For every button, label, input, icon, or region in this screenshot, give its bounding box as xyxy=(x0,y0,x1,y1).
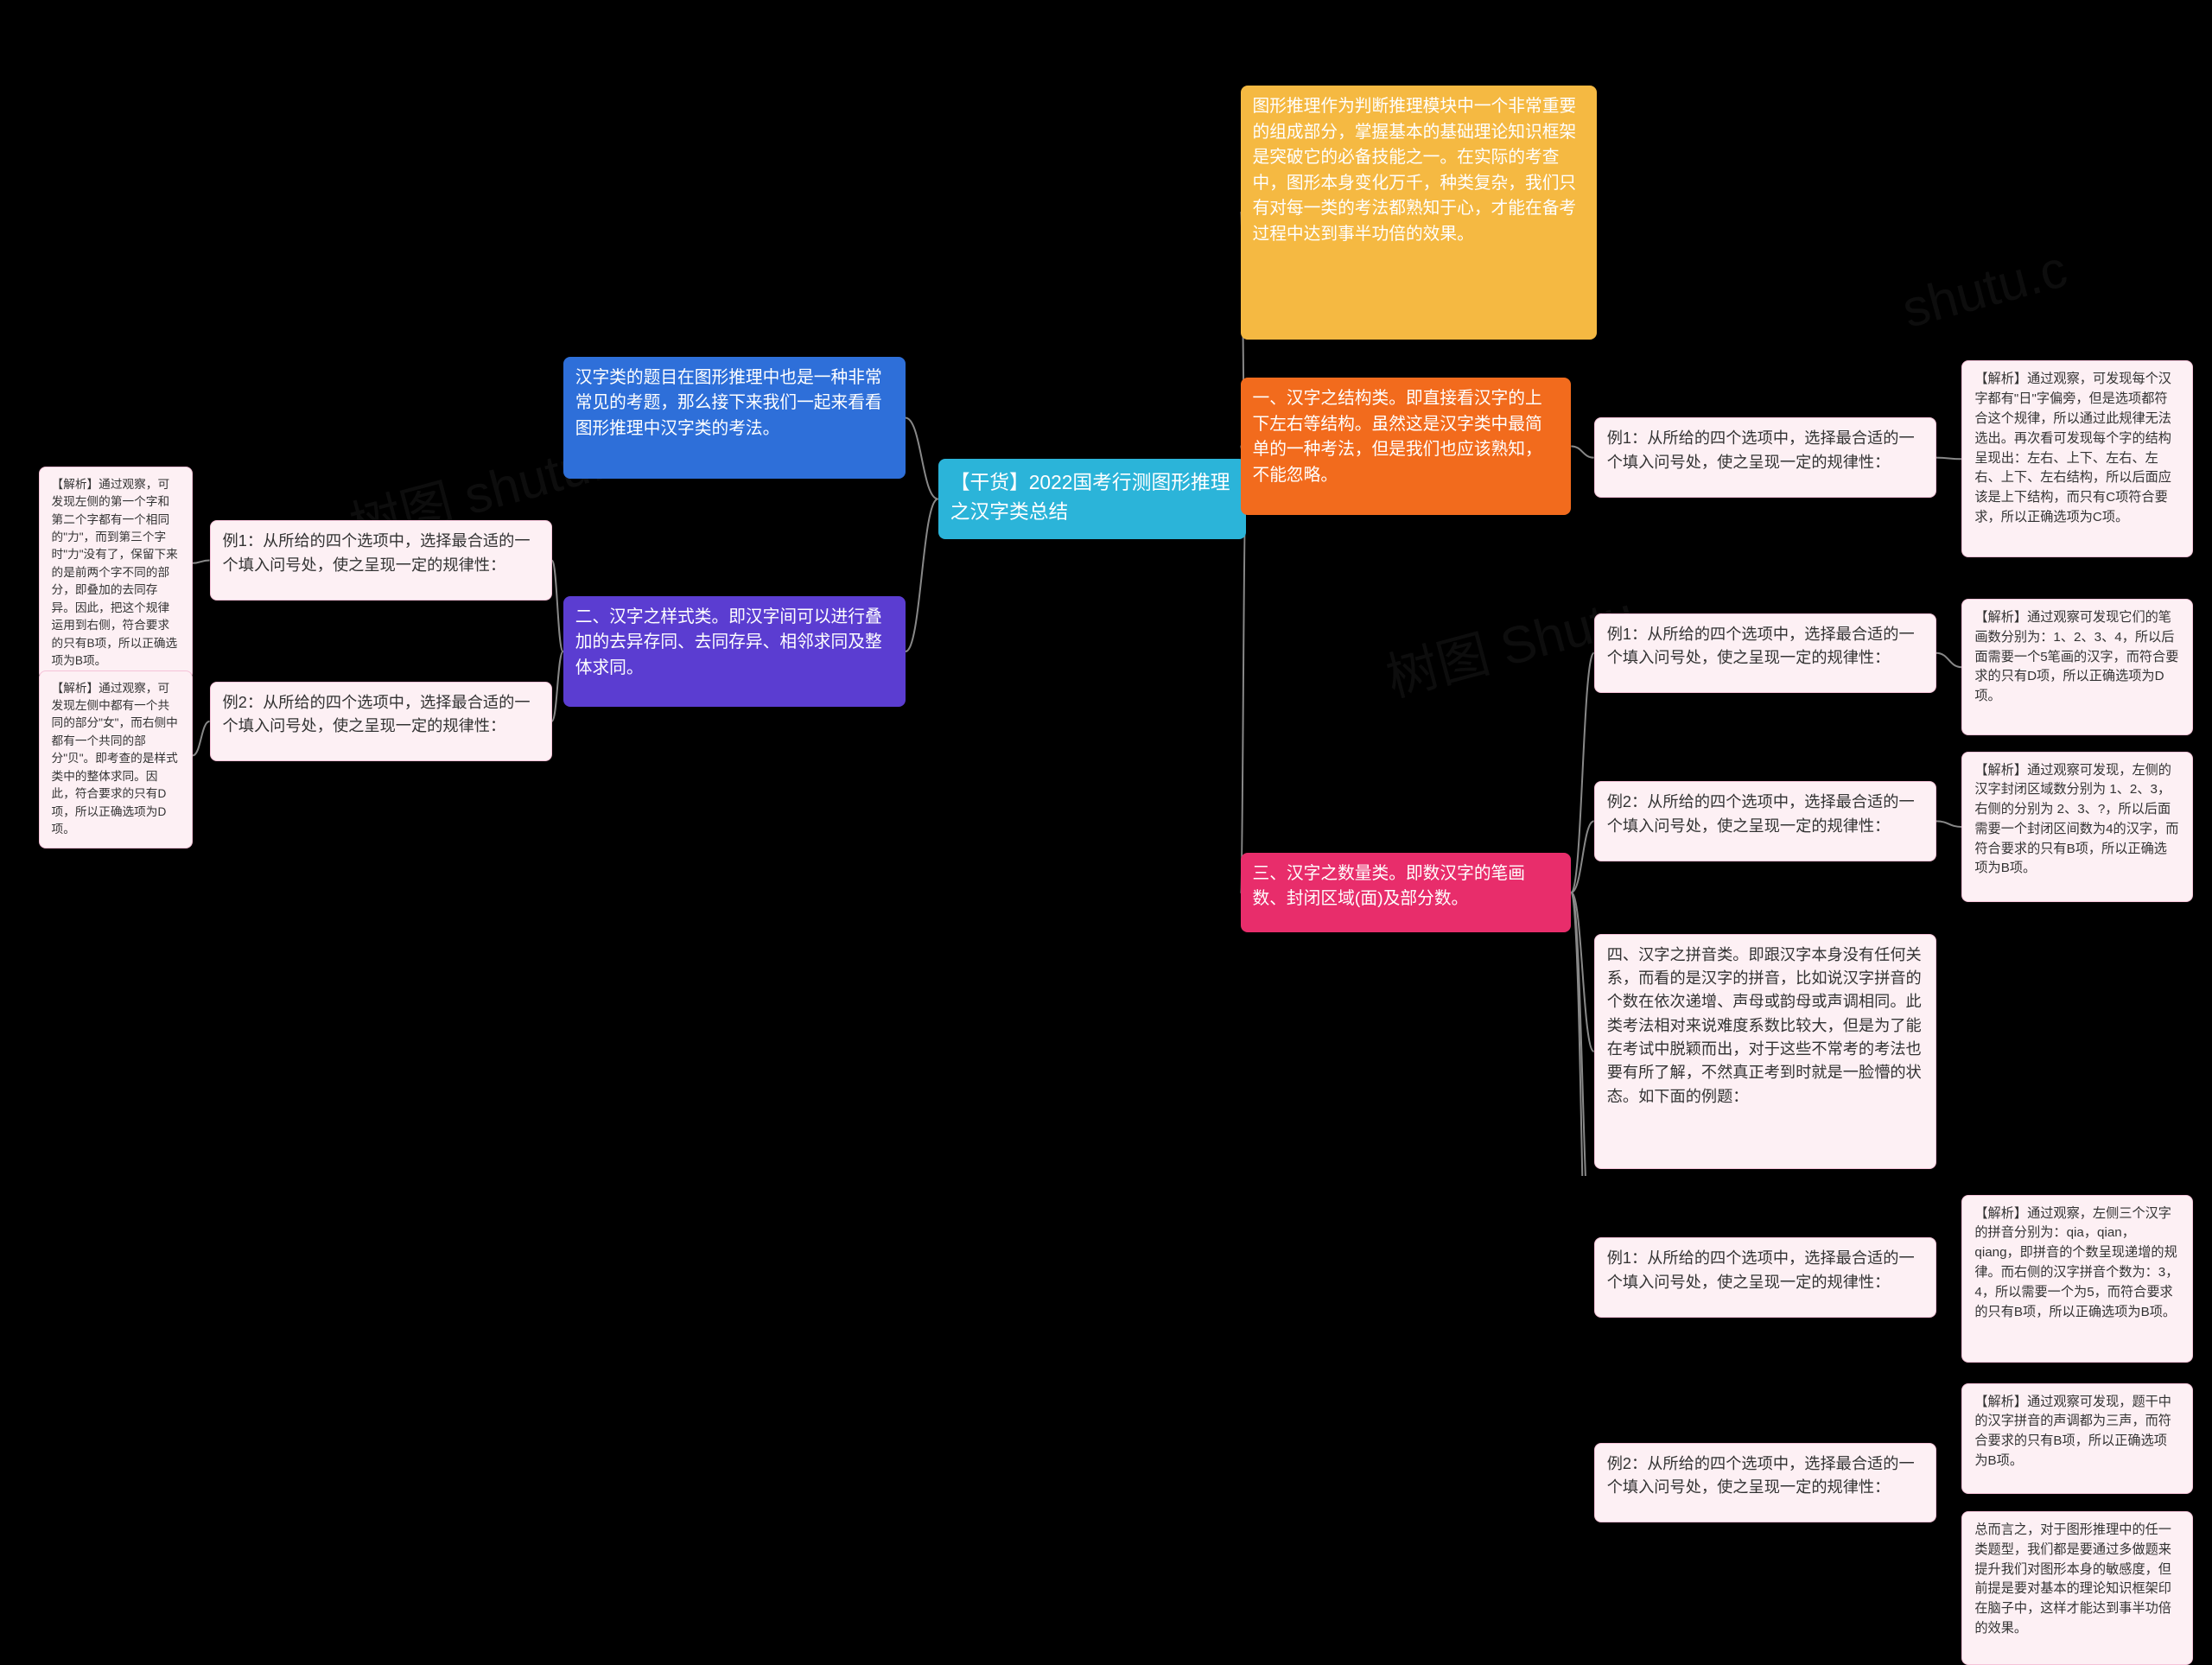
edge-cat3_ex2-cat3_ex2_ans xyxy=(1936,821,1962,827)
node-cat3_ex2: 例2：从所给的四个选项中，选择最合适的一个填入问号处，使之呈现一定的规律性： xyxy=(1594,781,1936,861)
node-cat3_ex3: 例1：从所给的四个选项中，选择最合适的一个填入问号处，使之呈现一定的规律性： xyxy=(1594,1237,1936,1317)
node-cat3: 三、汉字之数量类。即数汉字的笔画数、封闭区域(面)及部分数。 xyxy=(1241,853,1572,932)
node-cat3_ex2_ans: 【解析】通过观察可发现，左侧的汉字封闭区域数分别为 1、2、3，右侧的分别为 2… xyxy=(1961,752,2192,903)
node-cat2: 二、汉字之样式类。即汉字间可以进行叠加的去异存同、去同存异、相邻求同及整体求同。 xyxy=(563,596,906,708)
node-cat1: 一、汉字之结构类。即直接看汉字的上下左右等结构。虽然这是汉字类中最简单的一种考法… xyxy=(1241,378,1572,514)
edge-cat2_ex2-cat2_ex2_ans xyxy=(193,721,210,756)
edge-root-intro_left xyxy=(906,417,938,499)
edge-cat1_ex1-cat1_ex1_ans xyxy=(1936,458,1962,460)
edge-cat2_ex1-cat2_ex1_ans xyxy=(193,560,210,562)
edge-cat3-cat3_ex4 xyxy=(1571,893,1593,1176)
node-cat2_ex2_ans: 【解析】通过观察，可发现左侧中都有一个共同的部分"女"，而右侧中都有一个共同的部… xyxy=(39,670,193,848)
node-cat3_ex3_ans: 【解析】通过观察，左侧三个汉字的拼音分别为：qia，qian，qiang，即拼音… xyxy=(1961,1195,2192,1363)
node-intro_left: 汉字类的题目在图形推理中也是一种非常常见的考题，那么接下来我们一起来看看图形推理… xyxy=(563,357,906,480)
node-cat1_ex1: 例1：从所给的四个选项中，选择最合适的一个填入问号处，使之呈现一定的规律性： xyxy=(1594,417,1936,497)
edge-cat1-cat1_ex1 xyxy=(1571,446,1593,457)
node-cat3_ex1: 例1：从所给的四个选项中，选择最合适的一个填入问号处，使之呈现一定的规律性： xyxy=(1594,613,1936,693)
node-intro_top: 图形推理作为判断推理模块中一个非常重要的组成部分，掌握基本的基础理论知识框架是突… xyxy=(1241,86,1598,340)
edge-cat3-cat4_intro xyxy=(1571,893,1593,1052)
edge-cat2-cat2_ex2 xyxy=(552,651,563,721)
node-cat3_ex4_ans: 【解析】通过观察可发现，题干中的汉字拼音的声调都为三声，而符合要求的只有B项，所… xyxy=(1961,1383,2192,1495)
edge-root-cat2 xyxy=(906,499,938,652)
node-cat4_intro: 四、汉字之拼音类。即跟汉字本身没有任何关系，而看的是汉字的拼音，比如说汉字拼音的… xyxy=(1594,934,1936,1169)
edge-cat3-cat3_ex3 xyxy=(1571,893,1593,1176)
edge-cat3-cat3_ex1 xyxy=(1571,653,1593,893)
node-conclusion: 总而言之，对于图形推理中的任一类题型，我们都是要通过多做题来提升我们对图形本身的… xyxy=(1961,1511,2192,1665)
edge-cat3_ex1-cat3_ex1_ans xyxy=(1936,653,1962,668)
node-root: 【干货】2022国考行测图形推理之汉字类总结 xyxy=(938,459,1246,538)
node-cat2_ex1: 例1：从所给的四个选项中，选择最合适的一个填入问号处，使之呈现一定的规律性： xyxy=(210,520,552,600)
node-cat1_ex1_ans: 【解析】通过观察，可发现每个汉字都有"日"字偏旁，但是选项都符合这个规律，所以通… xyxy=(1961,360,2192,557)
edge-cat2-cat2_ex1 xyxy=(552,560,563,651)
node-cat3_ex1_ans: 【解析】通过观察可发现它们的笔画数分别为：1、2、3、4，所以后面需要一个5笔画… xyxy=(1961,599,2192,735)
node-cat2_ex2: 例2：从所给的四个选项中，选择最合适的一个填入问号处，使之呈现一定的规律性： xyxy=(210,682,552,761)
node-cat3_ex4: 例2：从所给的四个选项中，选择最合适的一个填入问号处，使之呈现一定的规律性： xyxy=(1594,1443,1936,1522)
node-cat2_ex1_ans: 【解析】通过观察，可发现左侧的第一个字和第二个字都有一个相同的"力"，而到第三个… xyxy=(39,467,193,680)
edge-root-cat3 xyxy=(1241,499,1247,893)
watermark-3: shutu.c xyxy=(1896,238,2073,340)
edge-cat3-cat3_ex2 xyxy=(1571,821,1593,893)
